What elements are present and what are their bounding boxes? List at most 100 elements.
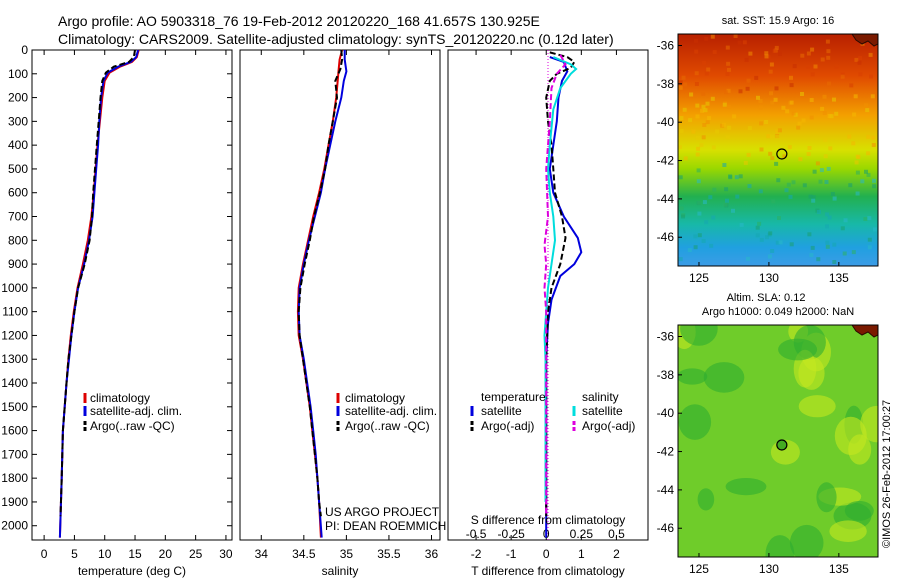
x2-tick-label: -0.25	[497, 527, 525, 541]
sst-cell	[702, 123, 707, 127]
sst-cell	[813, 64, 818, 69]
y-tick-label: 800	[8, 233, 28, 247]
y-tick-label: 1200	[1, 328, 28, 342]
sst-cell	[826, 166, 831, 171]
sla-map-title: Altim. SLA: 0.12	[727, 292, 806, 304]
y-tick-label: 2000	[1, 519, 28, 533]
sst-cell	[702, 200, 707, 205]
sst-map-frame	[677, 33, 879, 267]
sst-cell	[822, 94, 827, 99]
sst-cell	[808, 194, 813, 199]
sst-cell	[694, 49, 699, 54]
sst-cell	[678, 145, 682, 150]
sst-cell	[678, 85, 683, 90]
sst-cell	[681, 214, 685, 219]
sla-anomaly	[860, 405, 878, 443]
header-line1: Argo profile: AO 5903318_76 19-Feb-2012 …	[58, 13, 540, 29]
project-label: US ARGO PROJECT	[325, 505, 440, 519]
sst-cell	[825, 39, 830, 44]
sst-cell	[766, 134, 771, 139]
x-tick-label: 20	[159, 547, 173, 561]
sst-cell	[695, 152, 700, 157]
salinity-series	[296, 49, 348, 538]
sla-anomaly	[703, 362, 745, 393]
x-tick-label: -1	[506, 547, 517, 561]
sst-cell	[696, 146, 701, 151]
sst-cell	[695, 114, 700, 119]
legend-label-s-argo: Argo(-adj)	[582, 419, 635, 433]
sst-cell	[694, 38, 698, 43]
sst-cell	[726, 61, 731, 66]
map-y-tick-label: -42	[657, 154, 675, 168]
sst-map-axes: 125 130 135 -36 -38 -40 -42 -44 -46	[657, 39, 850, 285]
map-y-tick-label: -42	[657, 445, 675, 459]
sst-cell	[772, 49, 777, 54]
sst-cell	[727, 67, 731, 72]
sst-cell	[746, 78, 751, 83]
sst-cell	[871, 143, 876, 147]
sst-cell	[693, 245, 698, 250]
sst-cell	[810, 72, 815, 77]
sst-cell	[865, 108, 870, 113]
sst-cell	[810, 47, 815, 52]
sst-cell	[769, 62, 774, 67]
sla-anomaly	[798, 395, 836, 418]
sst-cell	[678, 257, 683, 262]
sst-cell	[867, 237, 872, 242]
sst-cell	[701, 135, 706, 140]
sst-cell	[791, 180, 796, 185]
sst-cell	[759, 147, 764, 152]
argo-float-marker	[776, 148, 788, 160]
sla-anomaly	[765, 535, 795, 557]
sst-cell	[754, 75, 759, 80]
sst-cell	[681, 75, 686, 80]
y-tick-label: 400	[8, 138, 28, 152]
sst-cell	[858, 56, 863, 60]
sst-cell	[781, 105, 786, 110]
sst-cell	[809, 253, 814, 258]
sst-cell	[775, 129, 780, 134]
sst-cell	[756, 95, 760, 100]
y-tick-label: 700	[8, 210, 28, 224]
salinity-legend: climatology satellite-adj. clim. Argo(..…	[336, 391, 437, 433]
sst-cell	[767, 254, 772, 259]
sla-map-frame	[677, 324, 879, 558]
sst-cell	[700, 108, 705, 113]
sst-cell	[725, 45, 730, 50]
sst-cell	[826, 49, 831, 54]
sst-cell	[801, 118, 806, 123]
y-tick-label: 1000	[1, 281, 28, 295]
sst-cell	[764, 120, 769, 124]
sst-cell	[726, 88, 731, 93]
sst-cell	[764, 51, 769, 56]
x-tick-label: 30	[219, 547, 233, 561]
sst-cell	[722, 163, 727, 167]
map-x-tick-label: 125	[689, 271, 709, 285]
map-y-tick-label: -40	[657, 406, 675, 420]
sst-cell	[867, 245, 872, 250]
y-tick-label: 1800	[1, 471, 28, 485]
x-tick-label: 10	[98, 547, 112, 561]
sst-cell	[854, 57, 859, 62]
sst-cell	[785, 109, 790, 114]
difference-legend: temperature salinity satellite Argo(-adj…	[470, 390, 635, 433]
legend-label-climatology: climatology	[345, 391, 405, 405]
sst-cell	[786, 182, 791, 187]
sst-cell	[695, 103, 700, 108]
sst-cell	[705, 120, 710, 125]
y-tick-label: 1300	[1, 352, 28, 366]
sst-cell	[739, 222, 744, 227]
sst-cell	[807, 146, 812, 150]
sst-cell	[864, 169, 868, 174]
sst-cell	[778, 51, 782, 56]
argo-float-marker	[776, 439, 788, 451]
sst-cell	[727, 125, 732, 130]
sst-cell	[787, 145, 792, 150]
sla-map: Altim. SLA: 0.12 Argo h1000: 0.049 h2000…	[657, 292, 879, 576]
sst-cell	[678, 175, 683, 180]
sst-cell	[811, 195, 816, 200]
sla-anomaly	[678, 404, 712, 440]
sla-anomaly	[789, 524, 824, 557]
sst-cell	[796, 125, 801, 130]
sst-cell	[847, 134, 852, 139]
